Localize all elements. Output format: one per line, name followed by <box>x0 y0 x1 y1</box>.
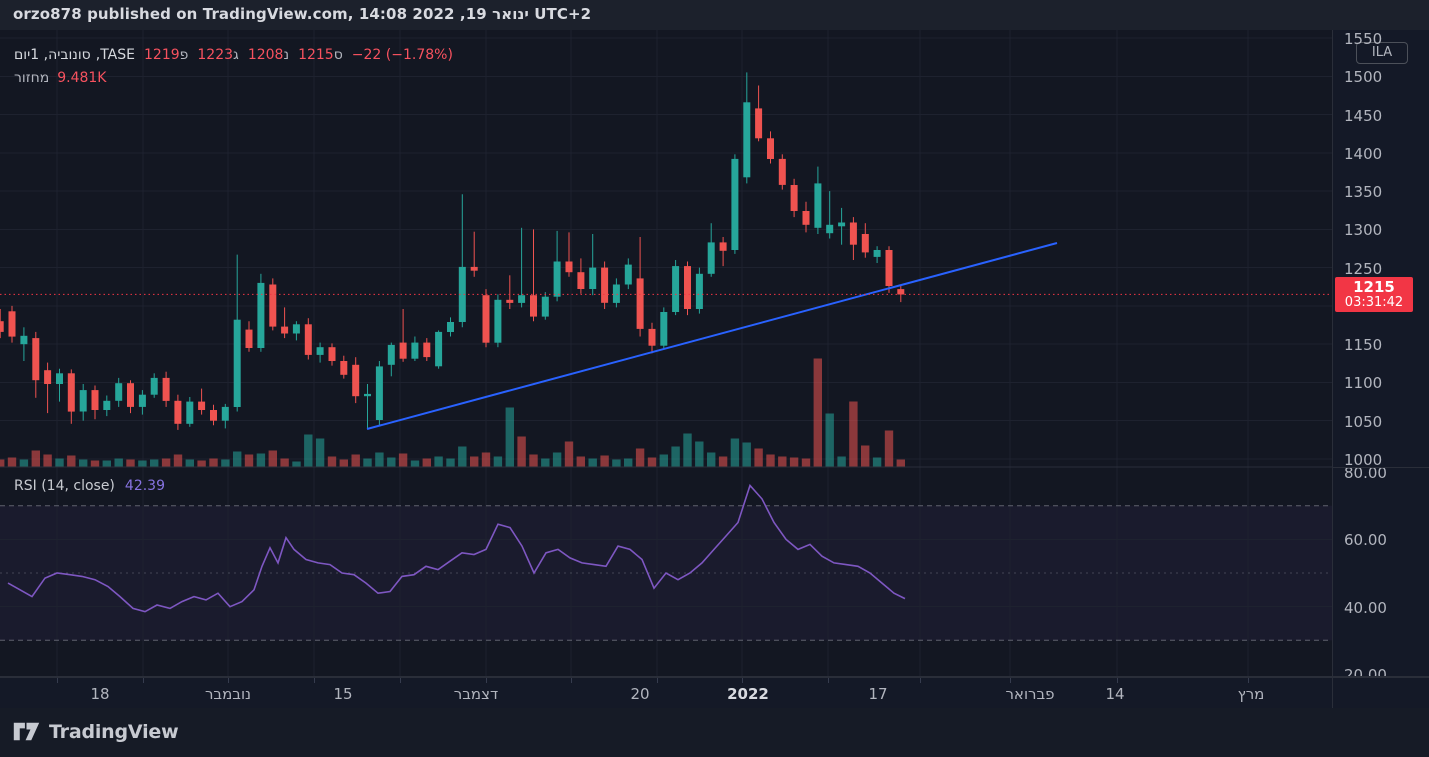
grid-layer <box>0 30 1332 677</box>
time-tick-label: דצמבר <box>453 685 499 703</box>
time-tick-mark <box>228 678 229 683</box>
time-tick-mark <box>742 678 743 683</box>
axis-corner <box>1332 678 1429 709</box>
price-axis[interactable]: ILA 1550 1500 1450 1400 1350 1300 1250 1150 1100… <box>1332 30 1429 684</box>
time-tick-mark <box>571 678 572 683</box>
volume-legend: מחזור 9.481K <box>14 70 106 86</box>
time-tick-mark <box>1117 678 1118 683</box>
rsi-legend: RSI (14, close) 42.39 <box>14 478 165 494</box>
time-tick-label: 14 <box>1105 685 1125 703</box>
time-tick-label: 15 <box>333 685 353 703</box>
ohlc-low: נ1208 <box>247 47 290 63</box>
chart-canvas[interactable] <box>0 30 1332 677</box>
price-tick-label: 1500 <box>1344 68 1383 86</box>
axis-divider <box>1333 676 1429 677</box>
price-tick-label: 1050 <box>1344 413 1383 431</box>
time-tick-label: 18 <box>90 685 110 703</box>
time-tick-label: 17 <box>868 685 888 703</box>
footer-bar: TradingView <box>0 708 1429 757</box>
volume-label: מחזור <box>14 70 50 86</box>
time-tick-mark <box>314 678 315 683</box>
publish-header: orzo878 published on TradingView.com, 14… <box>0 0 1429 30</box>
rsi-tick-label: 80.00 <box>1344 464 1387 482</box>
candles-layer <box>0 72 905 430</box>
last-price-badge: 1215 03:31:42 <box>1335 277 1413 312</box>
time-tick-mark <box>657 678 658 683</box>
time-tick-label: 20 <box>630 685 650 703</box>
time-tick-mark <box>400 678 401 683</box>
time-tick-label: פברואר <box>1005 685 1055 703</box>
time-tick-label: נובמבר <box>204 685 252 703</box>
price-tick-label: 1400 <box>1344 145 1383 163</box>
price-tick-label: 1250 <box>1344 260 1383 278</box>
last-price: 1215 <box>1353 278 1395 296</box>
time-tick-mark <box>57 678 58 683</box>
rsi-title[interactable]: RSI (14, close) <box>14 478 115 494</box>
price-change: −22 (−1.78%) <box>351 47 453 63</box>
chart-area[interactable]: סונוביה, 1יום ,TASE פ1219 ג1223 נ1208 ס1… <box>0 30 1332 677</box>
tradingview-brand-text: TradingView <box>49 720 179 743</box>
price-tick-label: 1450 <box>1344 107 1383 125</box>
time-tick-mark <box>1010 678 1011 683</box>
rsi-value: 42.39 <box>124 478 165 494</box>
ohlc-open: פ1219 <box>144 47 189 63</box>
volume-layer <box>0 358 905 467</box>
tradingview-logo[interactable]: TradingView <box>13 719 179 744</box>
pane-dividers[interactable] <box>0 466 1332 677</box>
symbol-exchange: ,TASE <box>95 47 135 63</box>
publish-info-text: orzo878 published on TradingView.com, 14… <box>13 5 592 23</box>
axis-divider <box>1333 467 1429 468</box>
time-tick-mark <box>828 678 829 683</box>
time-tick-label: מרץ <box>1237 685 1265 703</box>
session-countdown: 03:31:42 <box>1344 295 1404 310</box>
price-tick-label: 1300 <box>1344 221 1383 239</box>
tradingview-logo-icon <box>13 722 40 741</box>
price-tick-label: 1550 <box>1344 30 1383 48</box>
rsi-tick-label: 40.00 <box>1344 599 1387 617</box>
currency-badge[interactable]: ILA <box>1356 42 1408 64</box>
rsi-line <box>7 483 906 613</box>
price-tick-label: 1000 <box>1344 451 1383 469</box>
trendline[interactable] <box>366 242 1058 430</box>
volume-value: 9.481K <box>57 70 107 86</box>
symbol-legend: סונוביה, 1יום ,TASE פ1219 ג1223 נ1208 ס1… <box>14 47 453 63</box>
time-tick-label: 2022 <box>727 685 769 703</box>
time-tick-mark <box>486 678 487 683</box>
time-tick-mark <box>1248 678 1249 683</box>
symbol-title[interactable]: סונוביה, 1יום <box>14 47 91 63</box>
price-tick-label: 1350 <box>1344 183 1383 201</box>
ohlc-close: ס1215 <box>298 47 343 63</box>
time-tick-mark <box>920 678 921 683</box>
ohlc-high: ג1223 <box>197 47 239 63</box>
time-axis[interactable]: 18 נובמבר 15 דצמבר 20 2022 17 פברואר 14 מרץ <box>0 677 1429 710</box>
price-tick-label: 1150 <box>1344 336 1383 354</box>
rsi-tick-label: 60.00 <box>1344 531 1387 549</box>
price-tick-label: 1100 <box>1344 374 1383 392</box>
time-tick-mark <box>143 678 144 683</box>
